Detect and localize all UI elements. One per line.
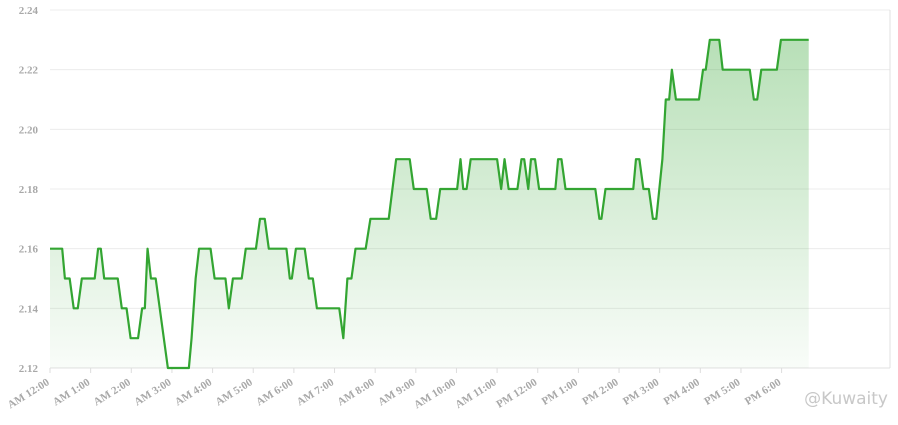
x-tick-label: PM 2:00 <box>580 376 621 408</box>
x-tick-label: PM 12:00 <box>494 376 539 411</box>
x-tick-label: PM 5:00 <box>702 376 743 408</box>
x-tick-label: AM 8:00 <box>335 376 377 408</box>
y-tick-label: 2.22 <box>19 65 39 77</box>
x-tick-label: PM 3:00 <box>621 376 662 408</box>
x-tick-label: AM 12:00 <box>6 376 52 411</box>
watermark: @Kuwaity <box>804 389 888 409</box>
line <box>50 38 809 370</box>
x-tick-label: AM 9:00 <box>376 376 418 408</box>
x-tick-label: AM 7:00 <box>295 376 337 408</box>
y-tick-label: 2.16 <box>19 244 39 256</box>
y-tick-label: 2.14 <box>19 303 39 315</box>
y-tick-label: 2.18 <box>19 184 39 196</box>
x-tick-label: AM 4:00 <box>173 376 215 408</box>
x-tick-label: AM 1:00 <box>51 376 93 408</box>
x-tick-label: AM 6:00 <box>254 376 296 408</box>
x-tick-label: PM 4:00 <box>662 376 703 408</box>
area <box>50 39 809 368</box>
y-tick-label: 2.20 <box>19 124 39 136</box>
x-tick-label: AM 2:00 <box>92 376 134 408</box>
x-tick-label: PM 6:00 <box>743 376 784 408</box>
x-tick-label: AM 5:00 <box>213 376 255 408</box>
x-tick-label: AM 11:00 <box>453 376 499 411</box>
x-tick-label: AM 10:00 <box>412 376 458 411</box>
y-tick-label: 2.24 <box>19 5 39 17</box>
y-tick-label: 2.12 <box>19 363 39 375</box>
x-tick-label: PM 1:00 <box>540 376 581 408</box>
x-tick-label: AM 3:00 <box>132 376 174 408</box>
